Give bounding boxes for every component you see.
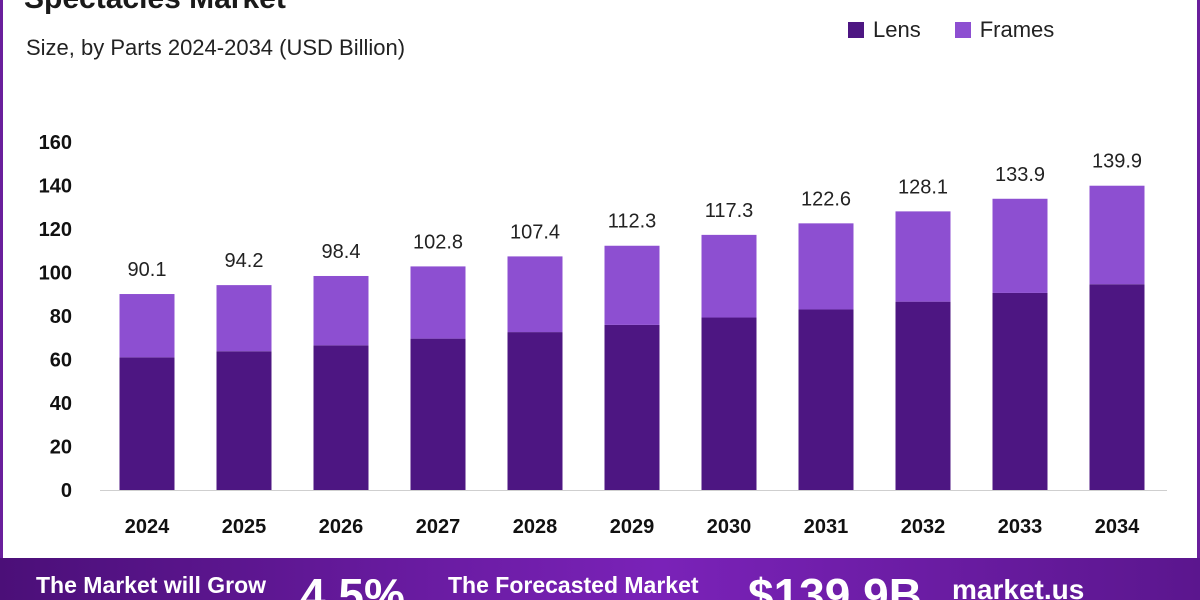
x-tick-label: 2027 <box>416 516 461 538</box>
bar-lens <box>798 309 854 490</box>
y-tick-label: 120 <box>39 219 72 241</box>
bar-total-label: 133.9 <box>995 164 1045 186</box>
x-tick-label: 2033 <box>998 516 1043 538</box>
x-tick-label: 2032 <box>901 516 946 538</box>
frame-right-border <box>1197 0 1200 560</box>
bar-lens <box>119 357 175 490</box>
bar-frames <box>798 223 854 310</box>
bar-frames <box>216 285 272 352</box>
x-tick-label: 2028 <box>513 516 558 538</box>
legend: Lens Frames <box>848 17 1088 43</box>
y-tick-label: 0 <box>61 480 72 502</box>
bar-lens <box>410 338 466 490</box>
legend-swatch-frames <box>954 22 971 38</box>
y-tick-label: 80 <box>50 306 72 328</box>
x-tick-label: 2031 <box>804 516 849 538</box>
y-tick-label: 100 <box>39 263 72 285</box>
bar-total-label: 117.3 <box>705 200 754 222</box>
bar-total-label: 128.1 <box>898 176 948 198</box>
bar-total-label: 139.9 <box>1092 151 1142 173</box>
banner-cagr: 4.5% <box>300 569 405 600</box>
footer-banner: The Market will Grow 4.5% The Forecasted… <box>0 558 1200 600</box>
x-tick-label: 2029 <box>610 516 655 538</box>
bar-total-label: 98.4 <box>322 241 361 263</box>
legend-item-frames: Frames <box>954 17 1055 43</box>
stacked-bar-chart: 0 20 40 60 80 100 120 140 160 90.1 2024 94.2 2025 98.… <box>39 132 1167 538</box>
legend-swatch-lens <box>848 22 864 38</box>
chart-title: Spectacles Market <box>24 0 286 16</box>
bar-lens <box>701 317 757 490</box>
x-tick-label: 2024 <box>125 516 170 538</box>
bar-total-label: 107.4 <box>510 221 560 243</box>
bar-frames <box>1089 185 1145 285</box>
banner-brand-logo: market.us <box>952 574 1085 600</box>
bar-frames <box>313 275 369 346</box>
bar-total-label: 102.8 <box>413 231 463 253</box>
y-tick-label: 40 <box>50 393 72 415</box>
bar-lens <box>216 351 272 490</box>
y-tick-label: 20 <box>50 437 72 459</box>
y-tick-label: 60 <box>50 350 72 372</box>
bar-lens <box>992 292 1048 490</box>
y-tick-label: 140 <box>39 176 72 198</box>
bar-frames <box>604 245 660 325</box>
banner-forecast-text: The Forecasted Market <box>448 572 699 598</box>
bar-frames <box>895 211 951 302</box>
bar-lens <box>507 332 563 490</box>
bar-frames <box>992 198 1048 293</box>
legend-item-lens: Lens <box>848 17 921 43</box>
bar-frames <box>701 234 757 318</box>
bar-total-label: 112.3 <box>608 211 657 233</box>
frame-left-border <box>0 0 3 560</box>
bar-frames <box>410 266 466 339</box>
x-tick-label: 2034 <box>1095 516 1140 538</box>
bar-lens <box>1089 284 1145 490</box>
bar-total-label: 90.1 <box>128 259 167 281</box>
chart-subtitle: Size, by Parts 2024-2034 (USD Billion) <box>26 35 406 60</box>
x-tick-label: 2026 <box>319 516 364 538</box>
x-tick-label: 2030 <box>707 516 752 538</box>
legend-label-frames: Frames <box>979 17 1055 42</box>
bar-lens <box>895 301 951 490</box>
bar-frames <box>507 256 563 333</box>
bar-lens <box>604 324 660 490</box>
x-tick-label: 2025 <box>222 516 267 538</box>
bar-total-label: 122.6 <box>801 188 851 210</box>
legend-label-lens: Lens <box>873 17 921 42</box>
bar-frames <box>119 294 175 358</box>
y-tick-label: 160 <box>39 132 72 154</box>
banner-forecast-value: $139.9B <box>748 569 922 600</box>
bar-lens <box>313 345 369 490</box>
banner-grow-text: The Market will Grow <box>36 572 267 598</box>
bar-total-label: 94.2 <box>225 250 264 272</box>
